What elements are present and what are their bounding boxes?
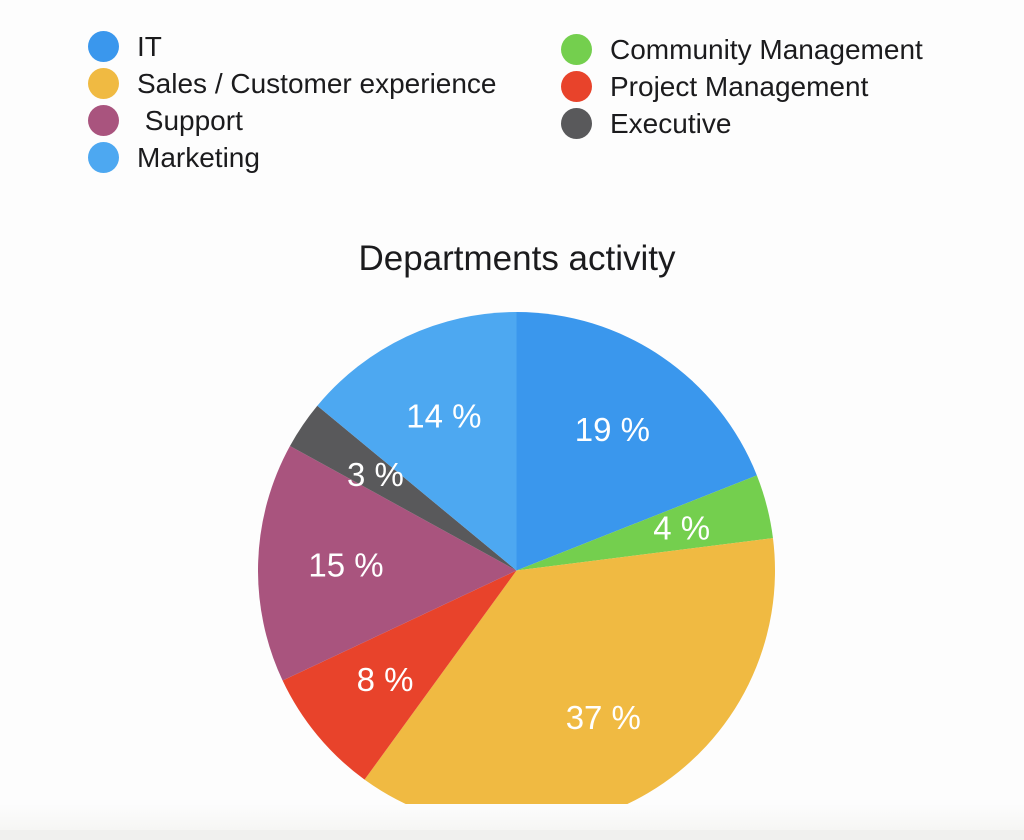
legend-column-right: Community Management Project Management … [561,31,923,142]
legend-dot-executive-icon [561,108,592,139]
pie-slice-executive[interactable] [289,405,517,571]
legend-label-marketing: Marketing [137,141,260,173]
legend-item-executive[interactable]: Executive [561,105,923,142]
legend-item-it[interactable]: IT [88,28,497,65]
pie-slice-marketing[interactable] [317,312,517,571]
legend-dot-marketing-icon [88,142,119,173]
pie-slice-label: 37 % [566,699,641,736]
legend-label-sales: Sales / Customer experience [137,67,497,99]
legend-label-executive: Executive [610,107,732,139]
legend-item-support[interactable]: Support [88,102,497,139]
pie-slice-label: 4 % [653,510,710,547]
pie-slice-label: 8 % [357,661,414,698]
pie-slice-label: 14 % [406,398,481,435]
legend-dot-community-management-icon [561,34,592,65]
footer-fade [0,804,1024,830]
legend-item-project-management[interactable]: Project Management [561,68,923,105]
pie-slice-it[interactable] [516,312,757,571]
pie-slice-support[interactable] [258,445,517,681]
pie-slice-label: 15 % [308,547,383,584]
legend-label-project-management: Project Management [610,70,869,102]
legend-label-it: IT [137,30,162,62]
legend-label-community-management: Community Management [610,33,923,65]
legend-column-left: IT Sales / Customer experience Support M… [88,28,497,176]
legend-item-sales-customer-experience[interactable]: Sales / Customer experience [88,65,497,102]
pie-chart-area: 19 % 4 % 37 % 8 % 15 % 3 % 14 % [258,312,775,829]
legend-dot-sales-icon [88,68,119,99]
legend-item-marketing[interactable]: Marketing [88,139,497,176]
pie-slice-label: 3 % [347,456,404,493]
pie-slice-sales-customer-experience[interactable] [364,538,775,829]
pie-slice-community-management[interactable] [516,475,773,571]
pie-slice-label: 19 % [575,411,650,448]
legend-item-community-management[interactable]: Community Management [561,31,923,68]
pie-chart: 19 % 4 % 37 % 8 % 15 % 3 %14 % [258,312,775,829]
legend-dot-project-management-icon [561,71,592,102]
legend-label-support: Support [137,104,243,136]
chart-title: Departments activity [358,239,676,278]
pie-slice-project-management[interactable] [282,570,517,780]
footer-strip [0,830,1024,840]
legend-dot-support-icon [88,105,119,136]
legend-dot-it-icon [88,31,119,62]
